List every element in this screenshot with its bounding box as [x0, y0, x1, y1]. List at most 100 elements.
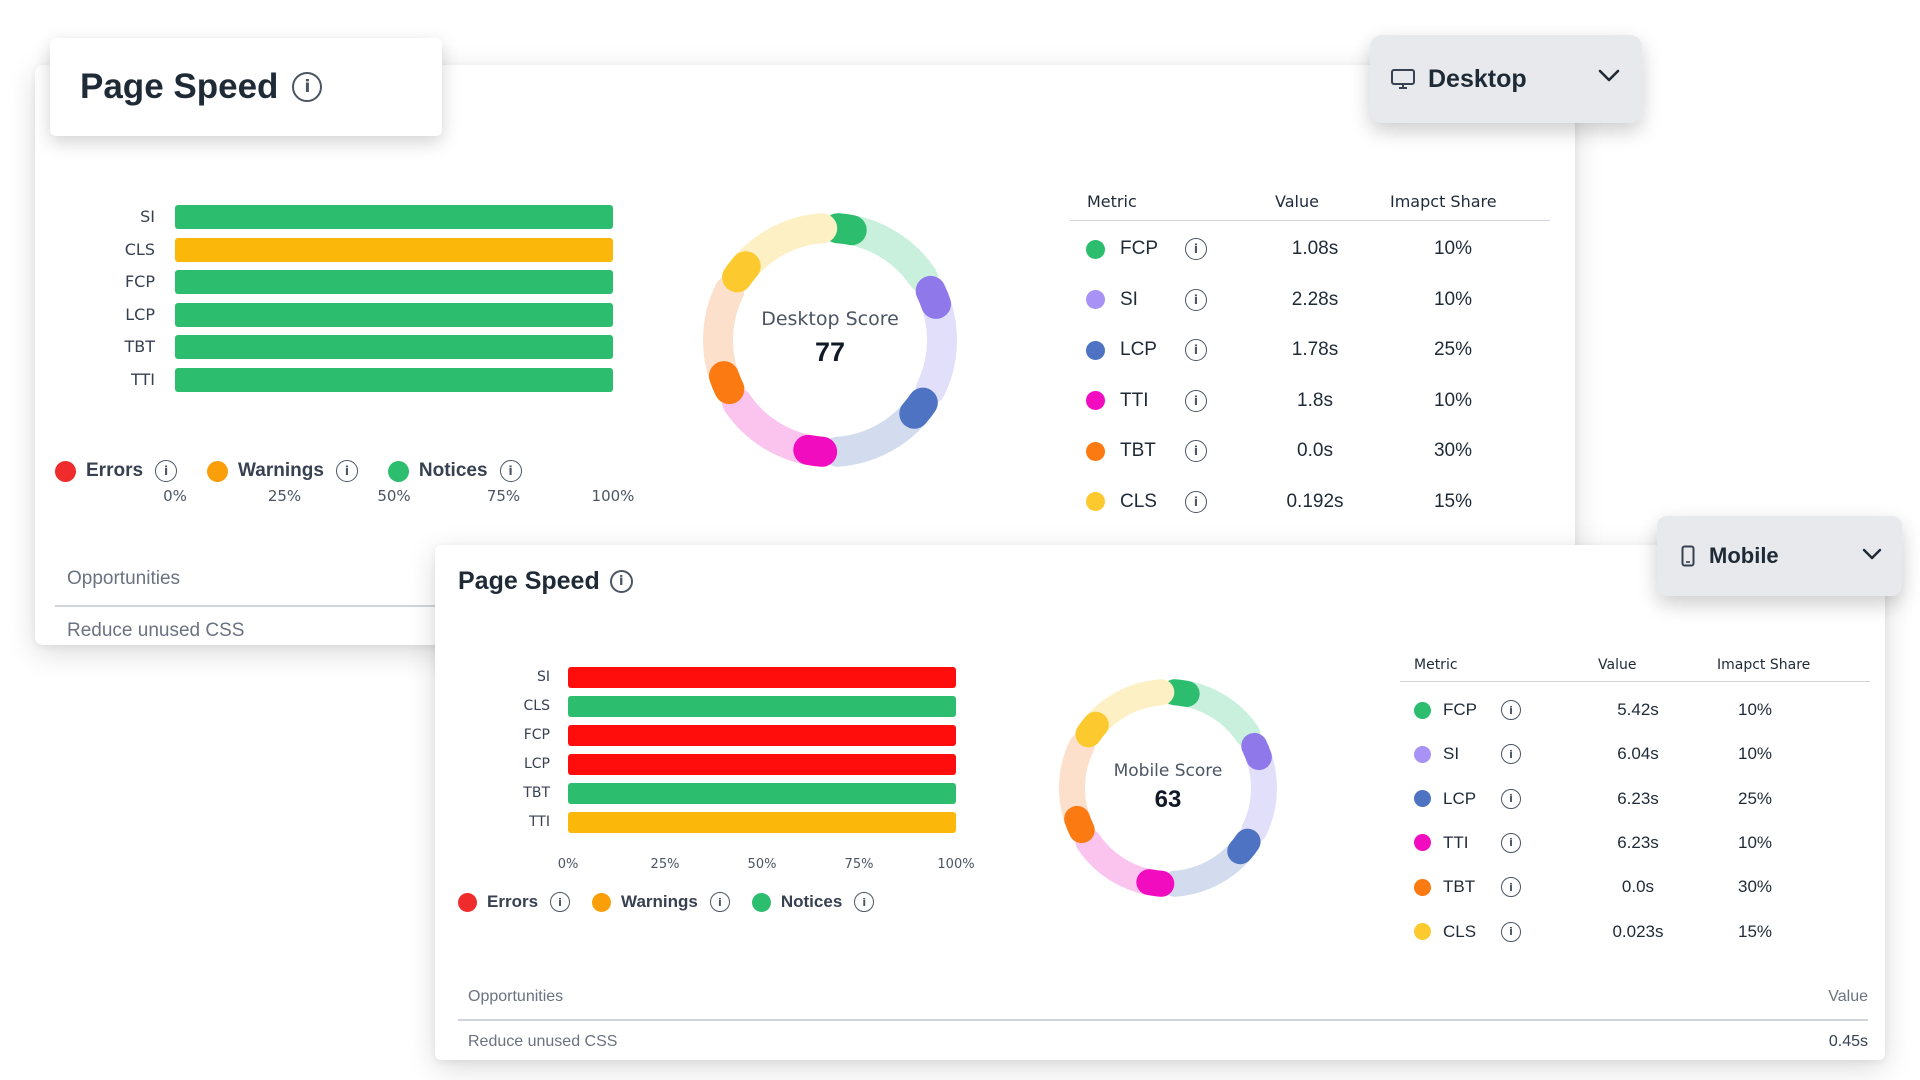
info-icon[interactable]: i [1185, 339, 1207, 361]
axis-tick: 25% [267, 487, 302, 505]
bar-tbt[interactable] [175, 335, 613, 359]
legend-dot [458, 892, 477, 912]
bar-label-cls: CLS [523, 698, 550, 715]
info-icon[interactable]: i [1501, 921, 1521, 942]
page-title: Page Speed [458, 567, 600, 595]
info-icon[interactable]: i [1501, 832, 1521, 853]
bar-fcp[interactable] [175, 270, 613, 294]
metric-impact-share: 10% [1433, 389, 1473, 411]
value-column-header: Value [1275, 192, 1319, 211]
metric-value: 1.78s [1291, 339, 1339, 360]
metric-name: LCP [1443, 788, 1477, 808]
bar-cls[interactable] [175, 237, 613, 262]
donut-accent-tti [1136, 869, 1175, 897]
donut-accent-fcp [1161, 679, 1200, 707]
bar-tbt[interactable] [568, 783, 956, 804]
metric-row-si: SI i 6.04s 10% [1400, 740, 1870, 768]
info-icon[interactable]: i [1185, 389, 1207, 412]
legend-dot [751, 892, 771, 912]
legend-warnings[interactable]: Warnings i [592, 892, 730, 912]
desktop-score-donut: Desktop Score 77 [695, 205, 965, 475]
metric-value: 6.23s [1617, 788, 1659, 808]
info-icon[interactable]: i [854, 892, 875, 912]
legend-notices[interactable]: Notices i [387, 460, 522, 482]
legend-warnings[interactable]: Warnings i [207, 460, 358, 482]
info-icon[interactable]: i [1185, 490, 1207, 513]
metric-impact-share: 25% [1433, 339, 1473, 360]
info-icon[interactable]: i [335, 460, 358, 482]
info-icon[interactable]: i [292, 72, 323, 102]
donut-accent-si [1241, 732, 1272, 771]
donut-accent-tbt [1064, 805, 1095, 844]
bar-lcp[interactable] [568, 754, 956, 775]
phone-icon [1681, 545, 1695, 567]
impact-column-header: Imapct Share [1390, 192, 1497, 211]
info-icon[interactable]: i [709, 892, 730, 912]
info-icon[interactable]: i [1185, 288, 1207, 311]
info-icon[interactable]: i [1501, 700, 1521, 720]
info-icon[interactable]: i [1501, 788, 1521, 809]
info-icon[interactable]: i [499, 460, 522, 482]
metric-column-header: Metric [1414, 657, 1458, 673]
mobile-score-label: Mobile Score [1113, 761, 1223, 781]
desktop-score-label: Desktop Score [761, 308, 899, 330]
metric-impact-share: 10% [1737, 832, 1773, 852]
bar-label-fcp: FCP [523, 727, 550, 744]
bar-label-tbt: TBT [523, 785, 550, 802]
device-dropdown-mobile[interactable]: Mobile [1657, 516, 1902, 596]
bar-label-lcp: LCP [125, 304, 155, 324]
mobile-page-speed-card: Page Speed i SI CLS FCP LCP TBT TTI 0% 25% 50% 75… [435, 545, 1885, 1060]
info-icon[interactable]: i [609, 570, 633, 593]
metric-row-lcp: LCP i 6.23s 25% [1400, 785, 1870, 813]
metric-impact-share: 10% [1433, 288, 1473, 310]
bar-si[interactable] [568, 667, 956, 688]
metric-color-dot [1414, 745, 1431, 763]
info-icon[interactable]: i [1185, 440, 1207, 462]
metric-name: FCP [1443, 700, 1477, 719]
metric-color-dot [1086, 492, 1105, 511]
axis-tick: 25% [650, 857, 680, 872]
metric-name: CLS [1443, 921, 1477, 941]
legend-errors[interactable]: Errors i [458, 892, 571, 912]
opportunity-item[interactable]: Reduce unused CSS [468, 1033, 618, 1050]
bar-label-si: SI [536, 669, 550, 686]
bar-tti[interactable] [568, 812, 956, 833]
dropdown-label: Mobile [1709, 543, 1779, 568]
axis-tick: 75% [486, 487, 521, 505]
legend-dot [387, 460, 409, 482]
bar-tti[interactable] [175, 367, 613, 392]
opportunity-item[interactable]: Reduce unused CSS [67, 620, 245, 641]
donut-accent-lcp [1227, 828, 1261, 865]
donut-accent-cls [1075, 711, 1109, 748]
opportunities-divider [458, 1019, 1868, 1021]
mobile-metrics-table: Metric Value Imapct Share FCP i 5.42s 10% SI… [1400, 650, 1870, 970]
metric-row-cls: CLS i 0.192s 15% [1070, 486, 1550, 518]
mobile-opportunities: Opportunities Value Reduce unused CSS 0.… [458, 985, 1868, 1060]
info-icon[interactable]: i [1501, 877, 1521, 898]
page-title: Page Speed [80, 67, 279, 106]
metric-impact-share: 10% [1433, 238, 1473, 259]
metric-impact-share: 30% [1737, 877, 1773, 897]
metric-color-dot [1414, 878, 1431, 896]
legend-dot [55, 460, 76, 482]
legend-notices[interactable]: Notices i [751, 892, 875, 912]
desktop-legend: Errors i Warnings i Notices i [55, 460, 522, 482]
metric-impact-share: 10% [1737, 700, 1773, 719]
info-icon[interactable]: i [155, 460, 178, 482]
metric-color-dot [1086, 239, 1105, 259]
bar-cls[interactable] [568, 696, 956, 717]
bar-lcp[interactable] [175, 302, 613, 327]
opportunities-divider [55, 605, 475, 607]
bar-fcp[interactable] [568, 725, 956, 746]
info-icon[interactable]: i [1501, 744, 1521, 765]
metric-impact-share: 15% [1737, 921, 1773, 941]
legend-label: Errors [86, 460, 144, 481]
metric-row-si: SI i 2.28s 10% [1070, 284, 1550, 316]
device-dropdown-desktop[interactable]: Desktop [1370, 35, 1642, 123]
bar-si[interactable] [175, 205, 613, 229]
info-icon[interactable]: i [1185, 238, 1207, 260]
info-icon[interactable]: i [550, 892, 571, 912]
donut-accent-tti [793, 434, 838, 467]
metric-value: 1.08s [1291, 238, 1339, 259]
legend-errors[interactable]: Errors i [55, 460, 178, 482]
